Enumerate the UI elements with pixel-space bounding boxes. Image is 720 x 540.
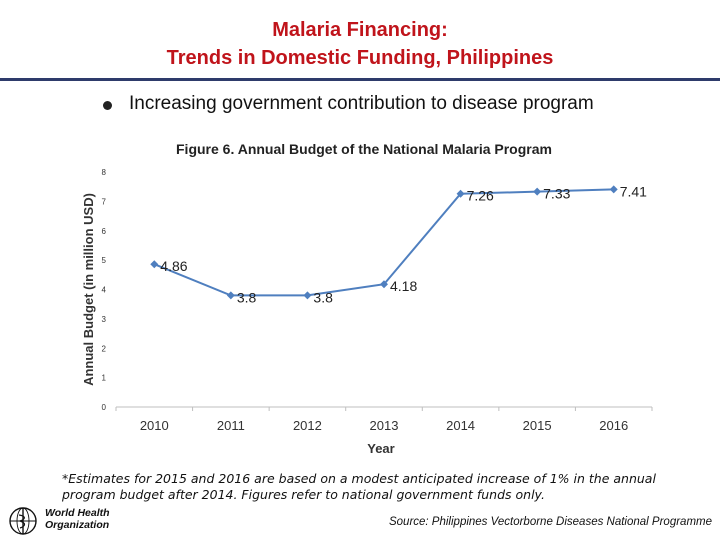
data-point [456, 189, 465, 198]
y-tick-label: 1 [102, 374, 107, 383]
data-label: 7.41 [620, 183, 647, 199]
data-labels: 4.86 3.8 3.8 4.18 7.26 7.33 7.41 [160, 183, 647, 305]
x-axis-ticks: 2010 2011 2012 2013 2014 2015 2016 [115, 407, 653, 433]
data-label: 4.18 [390, 278, 417, 294]
y-tick-label: 3 [102, 315, 107, 324]
x-tick-label: 2011 [217, 418, 245, 433]
y-tick-label: 5 [102, 256, 107, 265]
y-tick-label: 4 [102, 286, 107, 295]
x-tick-label: 2016 [599, 418, 628, 433]
x-tick-label: 2015 [523, 418, 552, 433]
data-label: 7.33 [543, 186, 570, 202]
slide-title-line2: Trends in Domestic Funding, Philippines [166, 47, 554, 69]
who-emblem-icon [9, 507, 37, 535]
bullet-icon [103, 101, 112, 110]
data-point [150, 260, 159, 269]
budget-chart: Figure 6. Annual Budget of the National … [81, 141, 653, 456]
data-label: 3.8 [313, 289, 333, 305]
data-point [533, 187, 542, 196]
x-tick-label: 2012 [293, 418, 322, 433]
data-point [380, 280, 388, 289]
x-tick-label: 2010 [140, 418, 169, 433]
who-logo-line1: World Health [45, 507, 110, 519]
bullet-text: Increasing government contribution to di… [129, 93, 594, 114]
x-tick-label: 2014 [446, 418, 475, 433]
x-tick-label: 2013 [370, 418, 399, 433]
x-axis-label: Year [367, 441, 394, 456]
y-axis-label: Annual Budget (in million USD) [81, 193, 96, 386]
data-point [609, 185, 618, 194]
chart-title: Figure 6. Annual Budget of the National … [176, 141, 552, 157]
who-logo-text: World Health Organization [45, 507, 110, 531]
y-tick-label: 7 [102, 197, 107, 206]
y-tick-label: 2 [102, 344, 107, 353]
data-point [226, 291, 235, 300]
series-markers [150, 185, 618, 300]
source-credit: Source: Philippines Vectorborne Diseases… [388, 516, 712, 528]
data-label: 4.86 [160, 258, 187, 274]
title-divider [0, 78, 720, 81]
data-label: 3.8 [237, 289, 257, 305]
data-point [303, 291, 312, 300]
series-line [153, 188, 614, 297]
data-label: 7.26 [467, 188, 494, 204]
slide-title-line1: Malaria Financing: [272, 19, 448, 41]
y-tick-label: 0 [102, 403, 107, 412]
who-logo-line2: Organization [45, 519, 110, 531]
y-axis-ticks: 0 1 2 3 4 5 6 7 8 [102, 168, 107, 412]
y-tick-label: 8 [102, 168, 107, 177]
y-tick-label: 6 [102, 227, 107, 236]
footnote: *Estimates for 2015 and 2016 are based o… [62, 471, 656, 502]
